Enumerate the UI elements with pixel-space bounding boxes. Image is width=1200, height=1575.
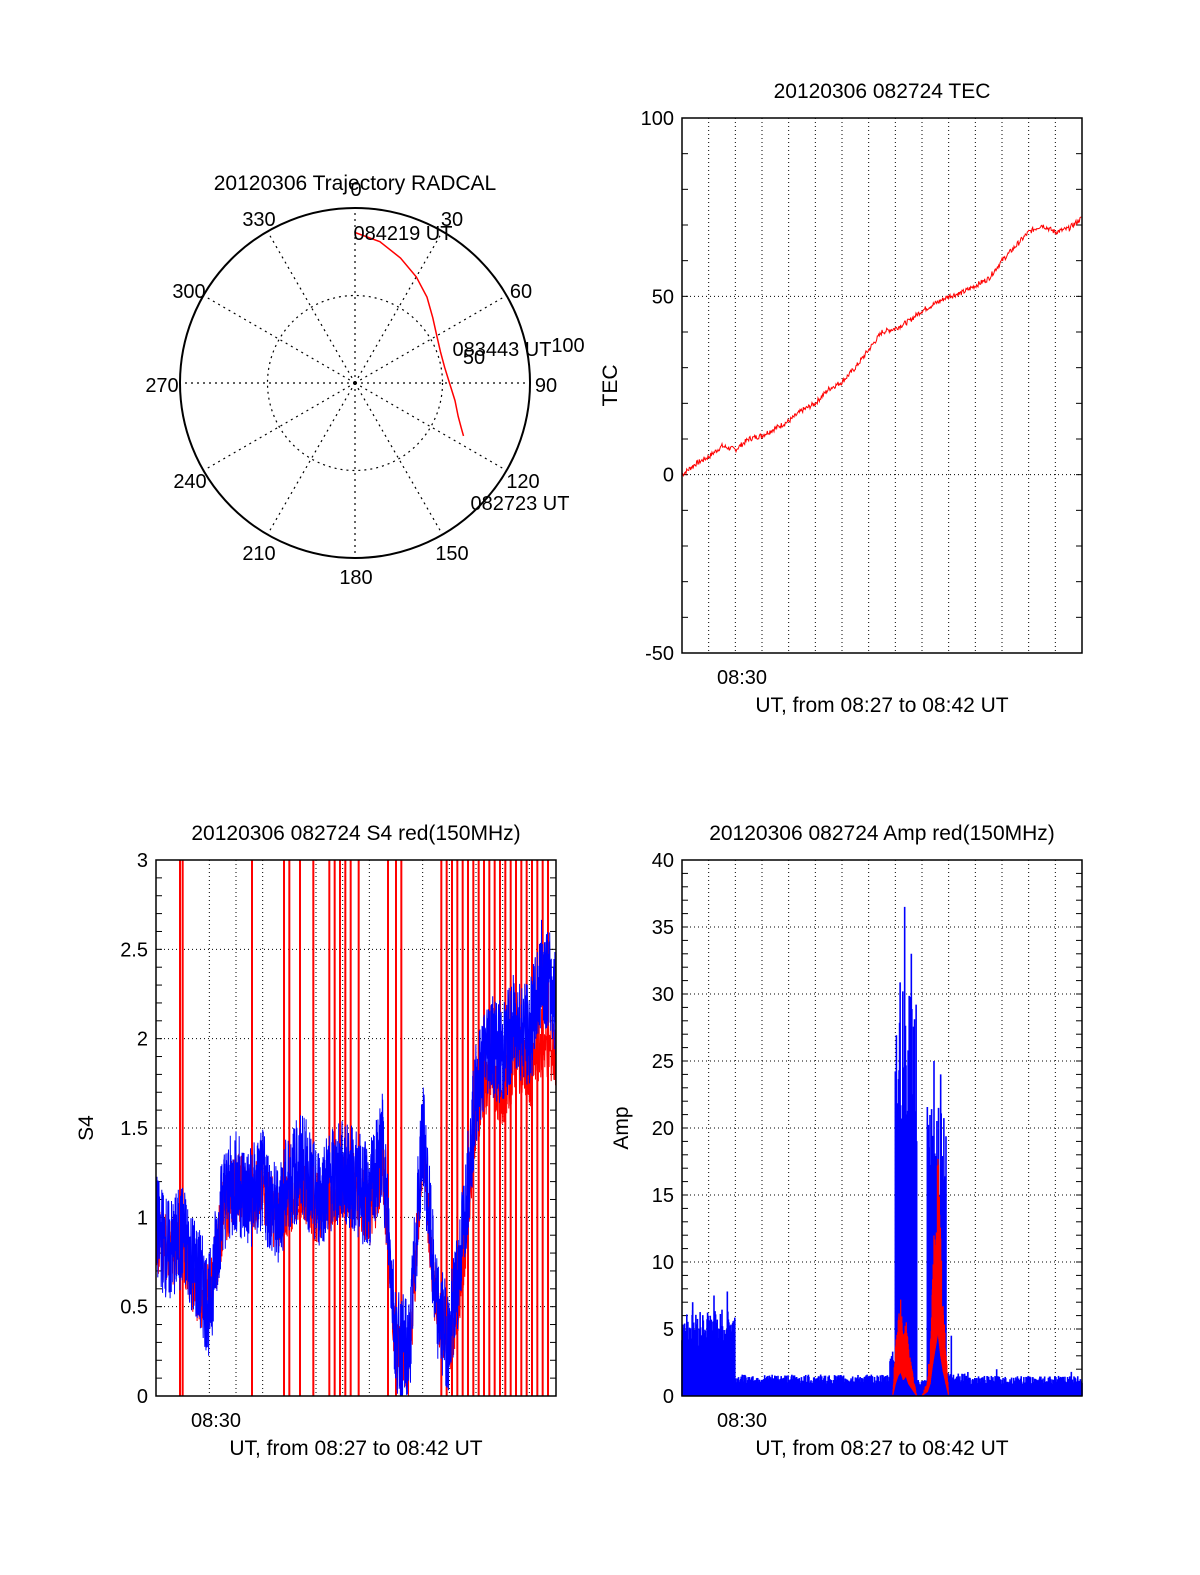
s4-ytick-label: 2.5 bbox=[120, 939, 148, 961]
amp-ytick-label: 0 bbox=[663, 1386, 674, 1408]
polar-angle-label-30: 30 bbox=[441, 209, 463, 231]
amp-xtick-label: 08:30 bbox=[717, 1410, 767, 1432]
polar-radial-label-50: 50 bbox=[463, 347, 485, 369]
polar-title: 20120306 Trajectory RADCAL bbox=[214, 172, 497, 195]
s4-frame bbox=[155, 859, 557, 1397]
polar-spoke-330 bbox=[266, 231, 356, 384]
tec-title: 20120306 082724 TEC bbox=[774, 80, 991, 103]
polar-angle-label-90: 90 bbox=[535, 375, 557, 397]
s4-ytick-label: 1.5 bbox=[120, 1118, 148, 1140]
amp-ytick-label: 30 bbox=[652, 984, 674, 1006]
polar-angle-label-60: 60 bbox=[510, 281, 532, 303]
polar-inner-ring bbox=[266, 294, 444, 472]
amp-ytick-label: 40 bbox=[652, 850, 674, 872]
polar-time-label: 083443 UT bbox=[453, 339, 552, 361]
s4-xtick-label: 08:30 bbox=[191, 1410, 241, 1432]
polar-spoke-30 bbox=[354, 231, 444, 384]
polar-angle-label-270: 270 bbox=[145, 375, 178, 397]
tec-ytick-label: 50 bbox=[652, 286, 674, 308]
amp-ytick-label: 15 bbox=[652, 1185, 674, 1207]
amp-title: 20120306 082724 Amp red(150MHz) bbox=[709, 822, 1055, 845]
s4-ytick-label: 3 bbox=[137, 850, 148, 872]
polar-radial-label-100: 100 bbox=[551, 335, 584, 357]
s4-ytick-label: 0 bbox=[137, 1386, 148, 1408]
polar-angle-label-240: 240 bbox=[173, 471, 206, 493]
amp-xlabel: UT, from 08:27 to 08:42 UT bbox=[755, 1437, 1008, 1460]
tec-series-line bbox=[681, 216, 1082, 477]
tec-ytick-label: 0 bbox=[663, 465, 674, 487]
s4-blue-line bbox=[155, 919, 557, 1397]
polar-spoke-300 bbox=[203, 294, 356, 384]
polar-spoke-240 bbox=[203, 382, 356, 472]
amp-ytick-label: 5 bbox=[663, 1319, 674, 1341]
s4-ylabel: S4 bbox=[75, 1115, 98, 1141]
polar-angle-label-150: 150 bbox=[435, 543, 468, 565]
polar-spoke-150 bbox=[354, 382, 444, 535]
amp-ytick-label: 35 bbox=[652, 917, 674, 939]
amp-ytick-label: 25 bbox=[652, 1051, 674, 1073]
s4-ytick-label: 2 bbox=[137, 1029, 148, 1051]
polar-time-label: 084219 UT bbox=[354, 223, 453, 245]
s4-title: 20120306 082724 S4 red(150MHz) bbox=[191, 822, 520, 845]
tec-frame bbox=[681, 117, 1083, 654]
polar-angle-label-0: 0 bbox=[350, 179, 361, 201]
s4-ytick-label: 0.5 bbox=[120, 1297, 148, 1319]
amp-frame bbox=[681, 859, 1083, 1397]
amp-ytick-label: 20 bbox=[652, 1118, 674, 1140]
s4-ytick-label: 1 bbox=[137, 1207, 148, 1229]
tec-ytick-label: -50 bbox=[645, 643, 674, 665]
polar-angle-label-330: 330 bbox=[242, 209, 275, 231]
polar-trajectory-line bbox=[354, 231, 465, 437]
tec-plot: 20120306 082724 TEC -50 0 50 100 08:30 UT, fro… bbox=[599, 80, 1083, 717]
tec-xlabel: UT, from 08:27 to 08:42 UT bbox=[755, 694, 1008, 717]
polar-spoke-210 bbox=[266, 382, 356, 535]
polar-angle-label-300: 300 bbox=[172, 281, 205, 303]
polar-angle-label-210: 210 bbox=[242, 543, 275, 565]
tec-ytick-label: 100 bbox=[641, 108, 674, 130]
polar-spoke-120 bbox=[354, 382, 507, 472]
amp-ylabel: Amp bbox=[610, 1106, 633, 1149]
s4-plot: 20120306 082724 S4 red(150MHz) 0 0.5 1 1.5 2 2… bbox=[75, 822, 557, 1460]
polar-angle-label-180: 180 bbox=[339, 567, 372, 589]
amp-ytick-label: 10 bbox=[652, 1252, 674, 1274]
s4-xlabel: UT, from 08:27 to 08:42 UT bbox=[229, 1437, 482, 1460]
amp-plot: 20120306 082724 Amp red(150MHz) 0 5 10 15 20 2… bbox=[610, 822, 1083, 1460]
polar-time-label: 082723 UT bbox=[471, 493, 570, 515]
polar-spoke-60 bbox=[354, 294, 507, 384]
tec-ylabel: TEC bbox=[599, 365, 622, 407]
tec-xtick-label: 08:30 bbox=[717, 667, 767, 689]
polar-angle-label-120: 120 bbox=[506, 471, 539, 493]
